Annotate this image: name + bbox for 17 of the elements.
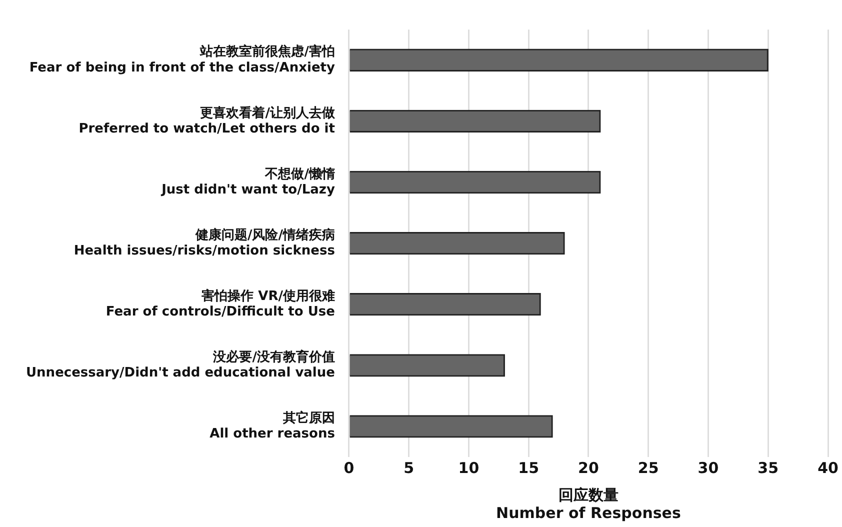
x-tick-label: 10 (458, 458, 480, 477)
y-tick-label: 站在教室前很焦虑/害怕 Fear of being in front of the class/Anxiety (29, 44, 336, 76)
x-tick-label: 30 (698, 458, 719, 477)
x-tick-label: 0 (344, 458, 354, 477)
x-tick-label: 35 (758, 458, 779, 477)
x-axis-title: 回应数量 Number of Responses (496, 486, 681, 522)
x-tick-label: 15 (518, 458, 540, 477)
y-tick-label: 害怕操作 VR/使用很难 Fear of controls/Difficult to Use (106, 288, 336, 320)
x-tick-label: 25 (638, 458, 659, 477)
x-tick-label: 40 (818, 458, 838, 477)
y-tick-label: 更喜欢看着/让别人去做 Preferred to watch/Let others do it (78, 104, 336, 136)
x-tick-label: 5 (404, 458, 414, 477)
y-tick-label: 没必要/没有教育价值 Unnecessary/Didn't add educational value (26, 348, 336, 381)
y-tick-label: 其它原因 All other reasons (210, 410, 336, 442)
y-tick-label: 健康问题/风险/情绪疾病 Health issues/risks/motion sickness (74, 226, 336, 258)
y-tick-label: 不想做/懒惰 Just didn't want to/Lazy (160, 166, 336, 198)
x-tick-label: 20 (578, 458, 599, 477)
